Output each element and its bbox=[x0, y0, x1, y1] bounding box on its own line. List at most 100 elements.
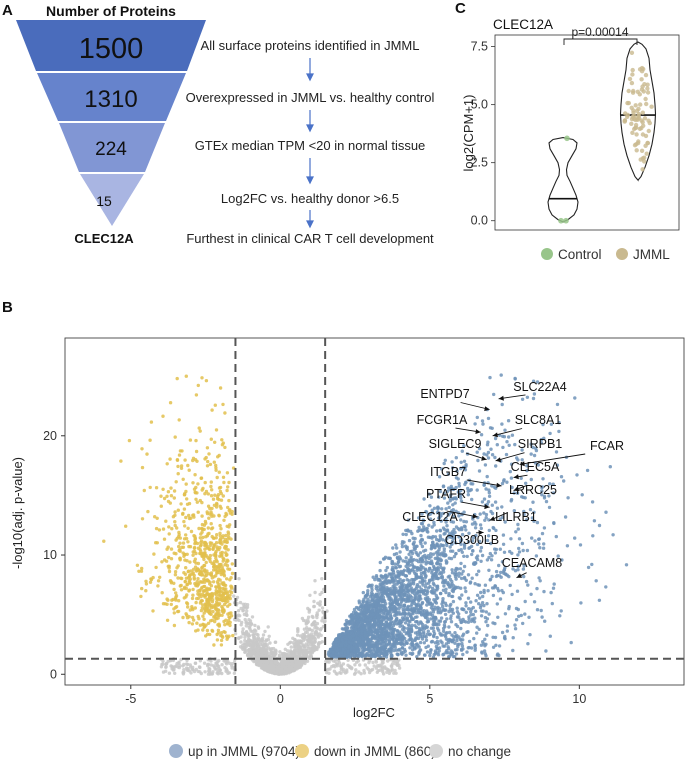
volcano-point-nochange bbox=[381, 672, 386, 676]
volcano-point-up bbox=[450, 571, 455, 575]
volcano-point-nochange bbox=[249, 622, 254, 626]
volcano-point-nochange bbox=[243, 617, 247, 622]
volcano-point-down bbox=[221, 494, 225, 498]
volcano-point-up bbox=[361, 590, 365, 595]
volcano-point-up bbox=[448, 604, 452, 608]
volcano-point-nochange bbox=[247, 618, 251, 622]
volcano-point-nochange bbox=[232, 594, 236, 598]
volcano-point-nochange bbox=[265, 669, 270, 673]
volcano-point-up bbox=[517, 550, 522, 554]
violin-legend: Control JMML bbox=[541, 247, 670, 262]
volcano-point-up bbox=[528, 633, 532, 637]
volcano-point-up bbox=[557, 429, 561, 434]
volcano-point-nochange bbox=[255, 649, 260, 653]
volcano-point-nochange bbox=[354, 668, 358, 672]
volcano-point-up bbox=[484, 487, 488, 491]
violin-point-jmml bbox=[633, 117, 638, 123]
volcano-point-nochange bbox=[283, 671, 287, 675]
volcano-point-up bbox=[590, 500, 595, 504]
volcano-point-up bbox=[425, 616, 430, 621]
volcano-point-up bbox=[542, 589, 546, 594]
violin-y-label: log2(CPM+1) bbox=[461, 95, 476, 172]
volcano-point-down bbox=[173, 570, 178, 574]
volcano-point-nochange bbox=[339, 667, 343, 672]
volcano-point-up bbox=[493, 455, 497, 460]
volcano-point-down bbox=[197, 526, 201, 531]
volcano-point-down bbox=[225, 563, 230, 568]
volcano-point-down bbox=[206, 532, 210, 536]
volcano-point-down bbox=[149, 420, 154, 424]
volcano-point-up bbox=[549, 590, 553, 595]
volcano-point-up bbox=[470, 617, 475, 621]
volcano-point-nochange bbox=[261, 633, 266, 637]
volcano-point-up bbox=[418, 610, 422, 614]
volcano-point-down bbox=[227, 634, 231, 638]
volcano-point-down bbox=[176, 472, 180, 476]
volcano-point-up bbox=[532, 453, 537, 458]
violin-control bbox=[547, 137, 579, 223]
volcano-point-down bbox=[225, 637, 229, 641]
violin-point-jmml bbox=[632, 143, 638, 148]
volcano-point-up bbox=[484, 610, 488, 614]
volcano-point-nochange bbox=[374, 666, 378, 670]
volcano-point-down bbox=[172, 489, 177, 493]
volcano-point-nochange bbox=[275, 671, 279, 676]
volcano-point-up bbox=[441, 526, 446, 530]
volcano-point-up bbox=[490, 554, 494, 558]
volcano-point-up bbox=[473, 520, 477, 524]
volcano-point-down bbox=[209, 494, 214, 498]
volcano-point-down bbox=[169, 547, 174, 551]
volcano-point-up bbox=[464, 601, 468, 605]
volcano-point-up bbox=[500, 422, 504, 426]
volcano-point-up bbox=[490, 503, 494, 507]
volcano-point-down bbox=[208, 611, 212, 616]
violin-y-ticks: 0.02.55.07.5 bbox=[471, 40, 495, 228]
volcano-point-down bbox=[194, 485, 198, 490]
volcano-point-up bbox=[516, 527, 520, 531]
volcano-point-up bbox=[526, 642, 530, 646]
volcano-point-down bbox=[181, 615, 185, 620]
volcano-point-down bbox=[213, 568, 218, 572]
volcano-point-down bbox=[192, 545, 197, 550]
volcano-point-up bbox=[479, 526, 483, 531]
volcano-point-down bbox=[202, 563, 207, 568]
volcano-point-down bbox=[161, 414, 165, 418]
volcano-point-up bbox=[454, 456, 458, 460]
volcano-point-down bbox=[135, 563, 140, 567]
volcano-point-nochange bbox=[320, 606, 325, 610]
volcano-point-down bbox=[179, 464, 184, 468]
volcano-point-down bbox=[215, 632, 219, 637]
volcano-point-down bbox=[202, 625, 206, 629]
volcano-point-nochange bbox=[255, 659, 260, 663]
volcano-point-up bbox=[444, 603, 448, 608]
volcano-point-up bbox=[428, 504, 432, 508]
volcano-point-down bbox=[161, 527, 166, 531]
volcano-point-nochange bbox=[380, 661, 384, 666]
volcano-point-nochange bbox=[338, 671, 342, 675]
volcano-point-up bbox=[396, 575, 400, 579]
volcano-point-nochange bbox=[293, 644, 297, 648]
violin-point-control bbox=[563, 217, 569, 224]
volcano-point-down bbox=[169, 494, 174, 498]
volcano-point-up bbox=[510, 433, 515, 437]
volcano-point-down bbox=[209, 522, 213, 526]
volcano-point-nochange bbox=[316, 642, 321, 647]
volcano-point-nochange bbox=[302, 636, 306, 640]
volcano-point-down bbox=[188, 545, 193, 549]
volcano-point-nochange bbox=[303, 651, 307, 655]
volcano-point-nochange bbox=[283, 647, 287, 651]
violin-point-jmml bbox=[640, 132, 646, 137]
volcano-point-up bbox=[479, 559, 483, 563]
volcano-point-up bbox=[551, 586, 556, 590]
volcano-point-down bbox=[203, 604, 207, 609]
volcano-point-down bbox=[191, 593, 195, 597]
volcano-point-up bbox=[522, 574, 526, 579]
volcano-point-up bbox=[449, 620, 454, 624]
volcano-point-down bbox=[218, 554, 222, 558]
volcano-point-nochange bbox=[245, 653, 250, 657]
volcano-point-up bbox=[395, 652, 399, 656]
volcano-point-down bbox=[203, 457, 207, 461]
volcano-point-nochange bbox=[313, 579, 317, 583]
volcano-point-up bbox=[494, 574, 499, 579]
volcano-point-up bbox=[502, 550, 507, 554]
